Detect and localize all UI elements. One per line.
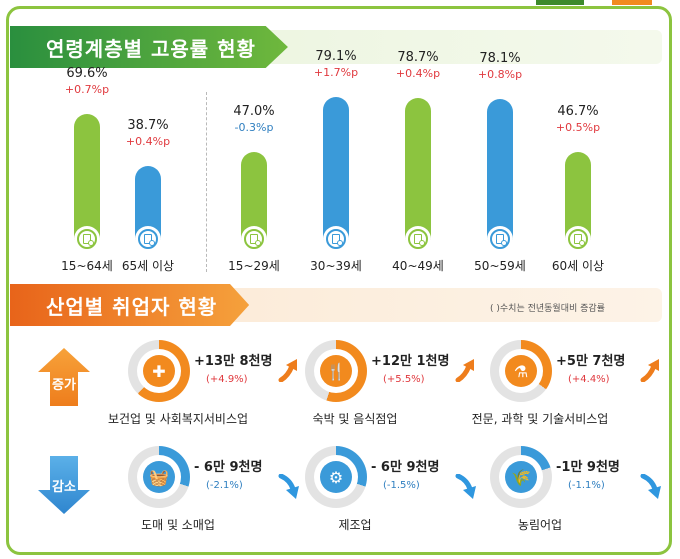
bar-2-document-icon <box>241 226 267 252</box>
increase-arrow-icon <box>38 348 90 406</box>
section1-banner: 연령계층별 고용률 현황 <box>10 26 662 68</box>
bar-1-document-icon <box>135 226 161 252</box>
medical-kit-icon: ✚ <box>143 355 175 387</box>
decrease-1-ring: ⚙ <box>305 446 367 508</box>
decrease-arrow-icon <box>38 456 90 514</box>
increase-0-ring: ✚ <box>128 340 190 402</box>
decrease-0-industry-name: 도매 및 소매업 <box>141 518 215 532</box>
increase-0-trend-arrow-icon <box>278 356 304 383</box>
bar-3-category-label: 30~39세 <box>310 259 362 273</box>
decrease-0-ring: 🧺 <box>128 446 190 508</box>
bar-4-value-label: 78.7% <box>397 50 439 66</box>
section2-title: 산업별 취업자 현황 <box>10 284 250 326</box>
bar-0-change-label: +0.7%p <box>64 82 110 96</box>
bar-6-category-label: 60세 이상 <box>551 259 605 273</box>
bar-1-change-label: +0.4%p <box>125 135 171 149</box>
dining-icon: 🍴 <box>320 355 352 387</box>
increase-1-value: +12만 1천명 <box>371 354 450 369</box>
bar-4-category-label: 40~49세 <box>392 259 444 273</box>
increase-0-industry-name: 보건업 및 사회복지서비스업 <box>107 412 249 426</box>
top-deco-bar-green <box>536 0 584 5</box>
employment-rate-chart: 69.6% +0.7%p 15~64세 38.7% +0.4%p 65세 이상 47.0% -… <box>61 49 605 273</box>
increase-0-value: +13만 8천명 <box>194 354 273 369</box>
increase-2-trend-arrow-icon <box>640 356 666 383</box>
bar-2-category-label: 15~29세 <box>228 259 280 273</box>
bar-3 <box>323 97 349 240</box>
bar-1-value-label: 38.7% <box>127 118 169 134</box>
bar-0-value-label: 69.6% <box>66 65 108 81</box>
lab-flask-icon: ⚗ <box>505 355 537 387</box>
bar-2-value-label: 47.0% <box>233 103 275 119</box>
decrease-1-value: - 6만 9천명 <box>371 460 440 475</box>
shopping-basket-icon: 🧺 <box>143 461 175 493</box>
decrease-0-value: - 6만 9천명 <box>194 460 263 475</box>
bar-4 <box>405 98 431 240</box>
increase-1-industry-name: 숙박 및 음식점업 <box>312 412 398 426</box>
bar-6 <box>565 152 591 240</box>
decrease-1-industry-name: 제조업 <box>338 518 372 532</box>
increase-2-change: (+4.4%) <box>568 374 610 385</box>
bar-3-value-label: 79.1% <box>315 49 357 65</box>
chart-group-divider <box>206 92 207 272</box>
bar-3-change-label: +1.7%p <box>313 66 359 80</box>
decrease-2-value: -1만 9천명 <box>556 460 620 475</box>
bar-6-change-label: +0.5%p <box>555 121 601 135</box>
decrease-0-change: (-2.1%) <box>206 480 243 491</box>
increase-1-change: (+5.5%) <box>383 374 425 385</box>
increase-2-value: +5만 7천명 <box>556 354 626 369</box>
wheat-icon: 🌾 <box>505 461 537 493</box>
increase-label: 증가 <box>52 378 76 393</box>
section2-note: ( )수치는 전년동월대비 증감률 <box>490 304 605 314</box>
bar-3-document-icon <box>323 226 349 252</box>
bar-6-document-icon <box>565 226 591 252</box>
section1-title: 연령계층별 고용률 현황 <box>10 26 288 68</box>
bar-2-change-label: -0.3%p <box>234 120 274 134</box>
bar-0 <box>74 113 100 240</box>
decrease-2-ring: 🌾 <box>490 446 552 508</box>
bar-2 <box>241 151 267 240</box>
decrease-2-trend-arrow-icon <box>640 473 666 500</box>
gears-icon: ⚙ <box>320 461 352 493</box>
bar-5-document-icon <box>487 226 513 252</box>
section2-banner: 산업별 취업자 현황 <box>10 284 662 326</box>
decrease-label: 감소 <box>52 480 76 495</box>
decrease-2-industry-name: 농림어업 <box>517 518 563 532</box>
bar-1-category-label: 65세 이상 <box>121 259 175 273</box>
bar-0-document-icon <box>74 226 100 252</box>
top-deco-bar-orange <box>612 0 652 5</box>
bar-4-document-icon <box>405 226 431 252</box>
increase-1-ring: 🍴 <box>305 340 367 402</box>
decrease-1-change: (-1.5%) <box>383 480 420 491</box>
increase-0-change: (+4.9%) <box>206 374 248 385</box>
increase-1-trend-arrow-icon <box>455 356 481 383</box>
increase-2-ring: ⚗ <box>490 340 552 402</box>
bar-5-category-label: 50~59세 <box>474 259 526 273</box>
bar-4-change-label: +0.4%p <box>395 67 441 81</box>
decrease-1-trend-arrow-icon <box>455 473 481 500</box>
bar-0-category-label: 15~64세 <box>61 259 113 273</box>
bar-5-change-label: +0.8%p <box>477 68 523 82</box>
decrease-2-change: (-1.1%) <box>568 480 605 491</box>
bar-6-value-label: 46.7% <box>557 104 599 120</box>
decrease-0-trend-arrow-icon <box>278 473 304 500</box>
increase-2-industry-name: 전문, 과학 및 기술서비스업 <box>471 412 609 426</box>
bar-5 <box>487 99 513 240</box>
bar-5-value-label: 78.1% <box>479 51 521 67</box>
